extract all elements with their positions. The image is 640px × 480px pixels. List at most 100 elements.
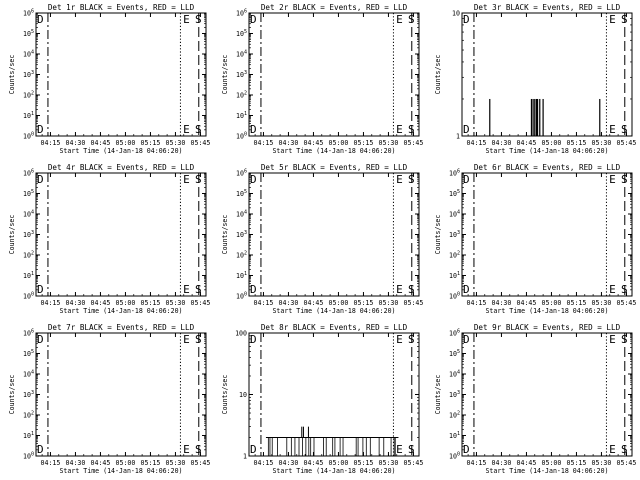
x-tick-label: 04:45 <box>304 139 324 147</box>
marker-bottom-S: S <box>621 123 628 136</box>
chart-panel-2: Det 2r BLACK = Events, RED = LLD 100 101 10… <box>221 3 423 155</box>
y-tick-label: 1 <box>456 133 460 141</box>
x-tick-label: 05:45 <box>617 459 637 467</box>
y-tick-label: 102 <box>449 411 460 420</box>
chart-panel-4: Det 4r BLACK = Events, RED = LLD 100 101 10… <box>8 163 210 315</box>
x-tick-label: 04:15 <box>41 139 61 147</box>
y-tick-label: 106 <box>449 169 460 178</box>
x-axis-label: Start Time (14-Jan-18 04:06:20) <box>485 307 608 315</box>
marker-bottom-E: E <box>396 123 403 136</box>
y-tick-label: 105 <box>449 349 460 358</box>
marker-bottom-E: E <box>609 443 616 456</box>
x-tick-label: 04:30 <box>492 459 512 467</box>
marker-top-S: S <box>195 333 202 346</box>
marker-bottom-S: S <box>195 283 202 296</box>
x-tick-label: 04:15 <box>254 139 274 147</box>
marker-top-D: D <box>250 333 257 346</box>
marker-bottom-E: E <box>183 443 190 456</box>
marker-top-E: E <box>396 173 403 186</box>
plot-frame <box>461 12 633 137</box>
marker-bottom-E: E <box>183 123 190 136</box>
y-tick-label: 100 <box>236 292 247 301</box>
marker-bottom-S: S <box>621 283 628 296</box>
x-tick-label: 04:15 <box>41 459 61 467</box>
x-tick-label: 05:45 <box>404 459 424 467</box>
y-axis-label: Counts/sec <box>8 215 16 255</box>
y-tick-label: 100 <box>236 132 247 141</box>
chart-title: Det 5r BLACK = Events, RED = LLD <box>261 163 408 172</box>
y-axis-label: Counts/sec <box>434 375 442 415</box>
y-tick-label: 103 <box>23 70 34 79</box>
chart-panel-8: Det 8r BLACK = Events, RED = LLD 1 10 100 Co… <box>221 323 423 475</box>
x-tick-label: 05:45 <box>191 299 211 307</box>
x-tick-label: 04:45 <box>517 139 537 147</box>
y-tick-label: 105 <box>23 349 34 358</box>
y-tick-label: 1 <box>243 453 247 461</box>
marker-bottom-S: S <box>621 443 628 456</box>
y-axis-label: Counts/sec <box>8 55 16 95</box>
x-tick-label: 05:00 <box>116 299 136 307</box>
y-tick-label: 103 <box>449 390 460 399</box>
marker-top-S: S <box>195 13 202 26</box>
x-tick-label: 05:30 <box>592 459 612 467</box>
y-tick-label: 106 <box>23 169 34 178</box>
y-tick-label: 100 <box>235 330 247 338</box>
marker-top-E: E <box>609 173 616 186</box>
x-tick-label: 05:30 <box>379 139 399 147</box>
x-tick-label: 04:30 <box>66 459 86 467</box>
marker-top-D: D <box>463 173 470 186</box>
x-tick-label: 04:30 <box>279 299 299 307</box>
marker-top-D: D <box>250 173 257 186</box>
marker-bottom-D: D <box>463 443 470 456</box>
y-tick-label: 101 <box>23 271 34 280</box>
x-tick-label: 05:15 <box>354 459 374 467</box>
chart-title: Det 9r BLACK = Events, RED = LLD <box>474 323 621 332</box>
x-tick-label: 04:30 <box>279 139 299 147</box>
marker-bottom-S: S <box>408 123 415 136</box>
x-axis-label: Start Time (14-Jan-18 04:06:20) <box>272 147 395 155</box>
marker-bottom-E: E <box>396 443 403 456</box>
chart-title: Det 6r BLACK = Events, RED = LLD <box>474 163 621 172</box>
y-tick-label: 101 <box>236 111 247 120</box>
y-tick-label: 106 <box>23 9 34 18</box>
y-tick-label: 105 <box>236 189 247 198</box>
chart-title: Det 2r BLACK = Events, RED = LLD <box>261 3 408 12</box>
x-axis-label: Start Time (14-Jan-18 04:06:20) <box>485 147 608 155</box>
marker-bottom-D: D <box>250 443 257 456</box>
marker-bottom-E: E <box>609 123 616 136</box>
chart-title: Det 7r BLACK = Events, RED = LLD <box>48 323 195 332</box>
marker-top-D: D <box>463 13 470 26</box>
y-tick-label: 102 <box>449 251 460 260</box>
x-tick-label: 05:15 <box>354 139 374 147</box>
x-tick-label: 04:30 <box>66 139 86 147</box>
x-axis-label: Start Time (14-Jan-18 04:06:20) <box>59 147 182 155</box>
y-tick-label: 101 <box>23 431 34 440</box>
x-tick-label: 04:30 <box>66 299 86 307</box>
y-tick-label: 102 <box>236 91 247 100</box>
marker-top-S: S <box>408 13 415 26</box>
x-tick-label: 04:45 <box>517 459 537 467</box>
y-tick-label: 106 <box>236 9 247 18</box>
y-tick-label: 103 <box>236 70 247 79</box>
x-tick-label: 04:30 <box>279 459 299 467</box>
marker-bottom-D: D <box>37 283 44 296</box>
x-axis-label: Start Time (14-Jan-18 04:06:20) <box>59 307 182 315</box>
x-tick-label: 05:30 <box>166 299 186 307</box>
x-tick-label: 05:15 <box>141 459 161 467</box>
x-tick-label: 04:15 <box>467 299 487 307</box>
x-tick-label: 04:15 <box>467 459 487 467</box>
x-tick-label: 04:15 <box>41 299 61 307</box>
y-tick-label: 100 <box>449 292 460 301</box>
x-tick-label: 04:45 <box>91 299 111 307</box>
x-tick-label: 04:45 <box>304 459 324 467</box>
x-tick-label: 05:30 <box>166 139 186 147</box>
y-tick-label: 103 <box>23 230 34 239</box>
x-tick-label: 04:15 <box>254 459 274 467</box>
marker-bottom-D: D <box>463 123 470 136</box>
x-tick-label: 05:45 <box>191 139 211 147</box>
y-tick-label: 103 <box>449 230 460 239</box>
y-tick-label: 104 <box>23 210 34 219</box>
y-tick-label: 101 <box>449 271 460 280</box>
marker-top-S: S <box>408 173 415 186</box>
